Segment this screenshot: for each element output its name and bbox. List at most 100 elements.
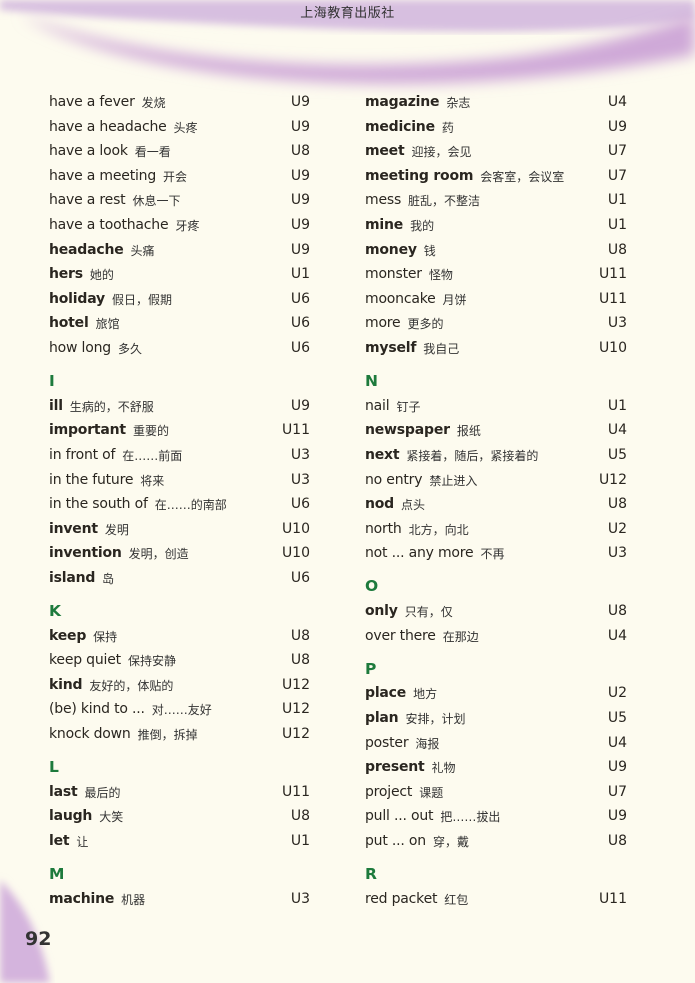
entry-chinese: 头痛 (130, 243, 155, 258)
vocabulary-entry: nail 钉子 U1 (365, 394, 627, 419)
entry-chinese: 礼物 (431, 761, 456, 776)
entry-chinese: 机器 (121, 892, 146, 907)
entry-unit: U9 (290, 167, 310, 184)
vocabulary-entry: invent 发明 U10 (49, 517, 310, 542)
entry-english: present (365, 759, 425, 776)
entry-unit: U12 (281, 676, 310, 693)
entry-english: pull ... out (365, 808, 434, 825)
entry-unit: U9 (290, 118, 310, 135)
vocabulary-entry: medicine 药 U9 (365, 115, 627, 140)
entry-english: nod (365, 496, 395, 513)
entry-chinese: 在……前面 (122, 448, 183, 463)
entry-english: let (49, 833, 70, 849)
entry-chinese: 牙疼 (175, 218, 200, 233)
entry-unit: U4 (607, 734, 627, 751)
entry-unit: U3 (607, 545, 627, 562)
entry-unit: U9 (290, 397, 310, 414)
entry-unit: U4 (607, 627, 627, 644)
entry-chinese: 对……友好 (151, 703, 212, 718)
entry-english: last (49, 783, 78, 800)
vocabulary-entry: have a fever 发烧 U9 (49, 90, 310, 115)
entry-english: island (49, 569, 96, 586)
entry-unit: U10 (281, 520, 310, 537)
vocabulary-column-right: magazine 杂志 U4 medicine 药 U9 meet 迎接，会见 U7 meetin… (365, 90, 627, 911)
entry-unit: U6 (290, 339, 310, 356)
entry-english: newspaper (365, 422, 450, 439)
entry-unit: U10 (281, 545, 310, 562)
entry-chinese: 友好的，体贴的 (89, 678, 174, 693)
entry-chinese: 在……的南部 (154, 498, 227, 513)
vocabulary-column-left: have a fever 发烧 U9 have a headache 头疼 U9 have … (49, 90, 310, 911)
entry-english: kind (49, 676, 83, 693)
vocabulary-entry: present 礼物 U9 (365, 755, 627, 780)
entry-unit: U12 (281, 701, 310, 718)
vocabulary-entry: have a look 看一看 U8 (49, 139, 310, 164)
entry-unit: U9 (290, 216, 310, 233)
vocabulary-entry: mooncake 月饼 U11 (365, 287, 627, 312)
entry-english: magazine (365, 94, 440, 110)
vocabulary-entry: have a meeting 开会 U9 (49, 164, 310, 189)
vocabulary-entry: have a toothache 牙疼 U9 (49, 213, 310, 238)
entry-chinese: 药 (441, 120, 454, 135)
entry-unit: U8 (290, 808, 310, 825)
entry-unit: U9 (607, 808, 627, 825)
entry-unit: U11 (598, 890, 627, 907)
entry-english: meeting room (365, 167, 474, 184)
entry-unit: U11 (281, 783, 310, 800)
entry-english: plan (365, 710, 399, 727)
section-letter-heading: O (365, 577, 379, 596)
vocabulary-entry: last 最后的 U11 (49, 780, 310, 805)
entry-chinese: 我的 (410, 218, 435, 233)
entry-chinese: 重要的 (132, 424, 169, 439)
entry-english: more (365, 315, 401, 332)
vocabulary-entry: mine 我的 U1 (365, 213, 627, 238)
entry-unit: U3 (290, 471, 310, 488)
vocabulary-entry: important 重要的 U11 (49, 418, 310, 443)
vocabulary-entry: poster 海报 U4 (365, 731, 627, 756)
entry-unit: U4 (607, 94, 627, 110)
section-letter-heading: K (49, 602, 62, 621)
section-letter-heading: P (365, 659, 377, 678)
entry-english: mine (365, 216, 404, 233)
vocabulary-entry: how long 多久 U6 (49, 336, 310, 361)
vocabulary-entry: in the south of 在……的南部 U6 (49, 492, 310, 517)
vocabulary-entry: in the future 将来 U3 (49, 468, 310, 493)
vocabulary-entry: no entry 禁止进入 U12 (365, 468, 627, 493)
entry-unit: U3 (607, 315, 627, 332)
entry-unit: U8 (607, 241, 627, 258)
entry-english: in the future (49, 471, 134, 488)
entry-chinese: 旅馆 (95, 317, 120, 332)
vocabulary-entry: not ... any more 不再 U3 (365, 541, 627, 566)
vocabulary-entry: nod 点头 U8 (365, 492, 627, 517)
entry-unit: U11 (281, 422, 310, 439)
entry-chinese: 报纸 (456, 424, 481, 439)
entry-english: not ... any more (365, 545, 474, 562)
vocabulary-entry: (be) kind to ... 对……友好 U12 (49, 697, 310, 722)
entry-english: in front of (49, 446, 116, 463)
entry-chinese: 钉子 (396, 399, 421, 414)
entry-unit: U8 (290, 143, 310, 160)
entry-chinese: 红包 (444, 892, 469, 907)
vocabulary-entry: headache 头痛 U9 (49, 238, 310, 263)
entry-unit: U11 (598, 290, 627, 307)
entry-chinese: 发明，创造 (128, 547, 189, 562)
entry-english: money (365, 241, 417, 258)
entry-unit: U7 (607, 167, 627, 184)
bottom-corner-decoration (0, 880, 50, 983)
entry-unit: U12 (598, 471, 627, 488)
entry-unit: U1 (290, 833, 310, 849)
entry-chinese: 生病的，不舒服 (69, 399, 154, 414)
entry-english: laugh (49, 808, 93, 825)
vocabulary-entry: myself 我自己 U10 (365, 336, 627, 361)
entry-unit: U8 (607, 833, 627, 849)
section-letter-heading: R (365, 865, 377, 884)
entry-english: over there (365, 627, 436, 644)
entry-chinese: 更多的 (407, 317, 444, 332)
entry-unit: U9 (290, 94, 310, 110)
entry-english: place (365, 685, 407, 702)
entry-english: mooncake (365, 290, 436, 307)
entry-english: nail (365, 397, 390, 414)
entry-unit: U11 (598, 266, 627, 283)
page-number: 92 (25, 928, 52, 950)
vocabulary-entry: money 钱 U8 (365, 238, 627, 263)
